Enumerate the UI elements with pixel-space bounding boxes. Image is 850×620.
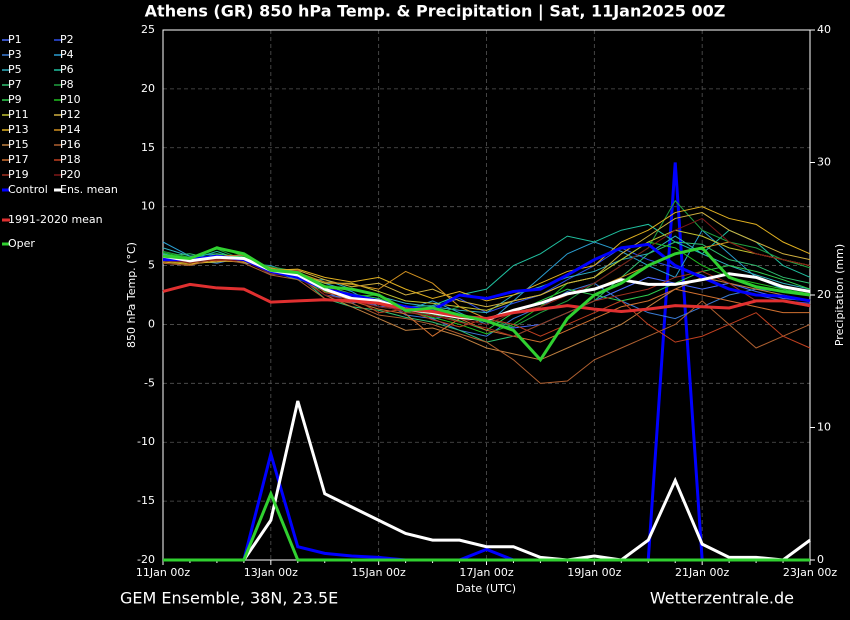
legend-label: P8 — [60, 78, 74, 91]
y-tick-label: 25 — [141, 23, 155, 36]
temp-line — [162, 257, 811, 384]
legend-label: P15 — [8, 138, 29, 151]
y-axis-label: 850 hPa Temp. (°C) — [125, 242, 138, 348]
y-tick-label: -15 — [137, 494, 155, 507]
precip-line — [163, 489, 810, 562]
temp-line — [162, 282, 811, 321]
y2-tick-label: 30 — [817, 156, 831, 169]
y-tick-label: 15 — [141, 141, 155, 154]
y-tick-label: 5 — [148, 259, 155, 272]
legend-label: P16 — [60, 138, 81, 151]
x-tick-label: 17Jan 00z — [459, 566, 513, 579]
legend-label: P19 — [8, 168, 29, 181]
y-tick-label: -20 — [137, 553, 155, 566]
legend-label: Control — [8, 183, 48, 196]
footer-right: Wetterzentrale.de — [650, 589, 794, 608]
y2-axis-label: Precipitation (mm) — [833, 244, 846, 346]
legend-label: P20 — [60, 168, 81, 181]
legend-label: P9 — [8, 93, 22, 106]
footer-left: GEM Ensemble, 38N, 23.5E — [120, 589, 338, 608]
y-tick-label: 0 — [148, 317, 155, 330]
y2-tick-label: 40 — [817, 23, 831, 36]
legend-label: P6 — [60, 63, 74, 76]
x-tick-label: 13Jan 00z — [244, 566, 298, 579]
legend-label: Oper — [8, 237, 35, 250]
legend-label: P12 — [60, 108, 81, 121]
legend-label: 1991-2020 mean — [8, 213, 103, 226]
y2-tick-label: 0 — [817, 553, 824, 566]
temp-line — [162, 246, 811, 363]
y2-tick-label: 10 — [817, 421, 831, 434]
legend-label: P18 — [60, 153, 81, 166]
legend-label: P2 — [60, 33, 74, 46]
precip-line — [163, 400, 811, 562]
y2-tick-label: 20 — [817, 288, 831, 301]
x-tick-label: 23Jan 00z — [783, 566, 837, 579]
x-axis-label: Date (UTC) — [456, 582, 516, 595]
legend-label: P10 — [60, 93, 81, 106]
legend-label: P11 — [8, 108, 29, 121]
legend-label: P1 — [8, 33, 22, 46]
legend-label: P3 — [8, 48, 22, 61]
legend-label: P5 — [8, 63, 22, 76]
y-tick-label: 20 — [141, 82, 155, 95]
legend-label: P17 — [8, 153, 29, 166]
x-tick-label: 19Jan 00z — [567, 566, 621, 579]
y-tick-label: 10 — [141, 200, 155, 213]
temp-line — [162, 217, 811, 325]
chart-title: Athens (GR) 850 hPa Temp. & Precipitatio… — [145, 2, 726, 22]
x-tick-label: 15Jan 00z — [352, 566, 406, 579]
x-tick-label: 11Jan 00z — [136, 566, 190, 579]
y-tick-label: -5 — [144, 376, 155, 389]
legend-label: P13 — [8, 123, 29, 136]
legend-label: P14 — [60, 123, 81, 136]
legend-label: P7 — [8, 78, 22, 91]
x-tick-label: 21Jan 00z — [675, 566, 729, 579]
legend-label: P4 — [60, 48, 74, 61]
legend-label: Ens. mean — [60, 183, 118, 196]
y-tick-label: -10 — [137, 435, 155, 448]
